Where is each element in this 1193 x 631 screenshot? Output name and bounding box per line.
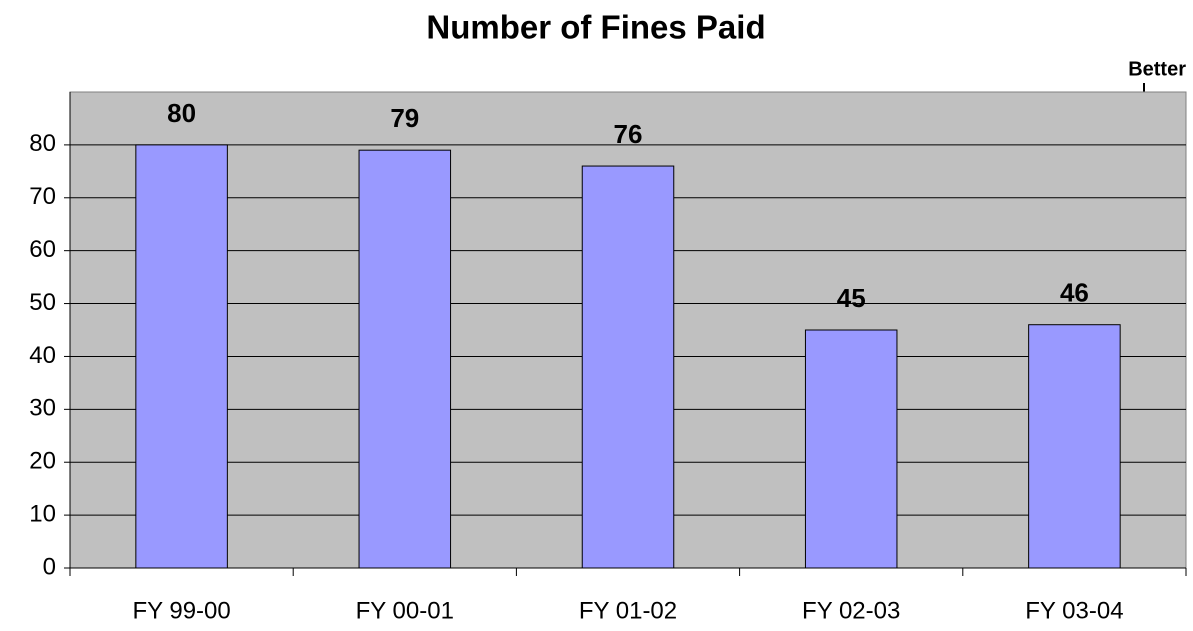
bar [135,144,228,569]
x-tick-label: FY 99-00 [132,597,230,624]
y-tick-label: 10 [29,500,56,527]
x-tick-label: FY 03-04 [1025,597,1123,624]
data-label: 46 [1060,278,1089,308]
data-label: 79 [390,103,419,133]
y-tick-label: 70 [29,183,56,210]
data-label: 80 [167,98,196,128]
data-label: 76 [614,119,643,149]
chart-title: Number of Fines Paid [426,9,765,46]
y-tick-label: 0 [43,553,56,580]
bar [358,149,452,569]
y-tick-label: 30 [29,395,56,422]
bar [581,165,675,569]
y-tick-label: 20 [29,448,56,475]
x-tick-label: FY 00-01 [356,597,454,624]
bar [1028,324,1121,569]
y-tick-label: 80 [29,130,56,157]
y-tick-label: 50 [29,289,56,316]
y-tick-label: 40 [29,342,56,369]
data-label: 45 [837,283,866,313]
x-tick-label: FY 01-02 [579,597,677,624]
y-tick-label: 60 [29,236,56,263]
bar [804,329,898,569]
x-tick-label: FY 02-03 [802,597,900,624]
annotation: Better [1128,58,1186,80]
